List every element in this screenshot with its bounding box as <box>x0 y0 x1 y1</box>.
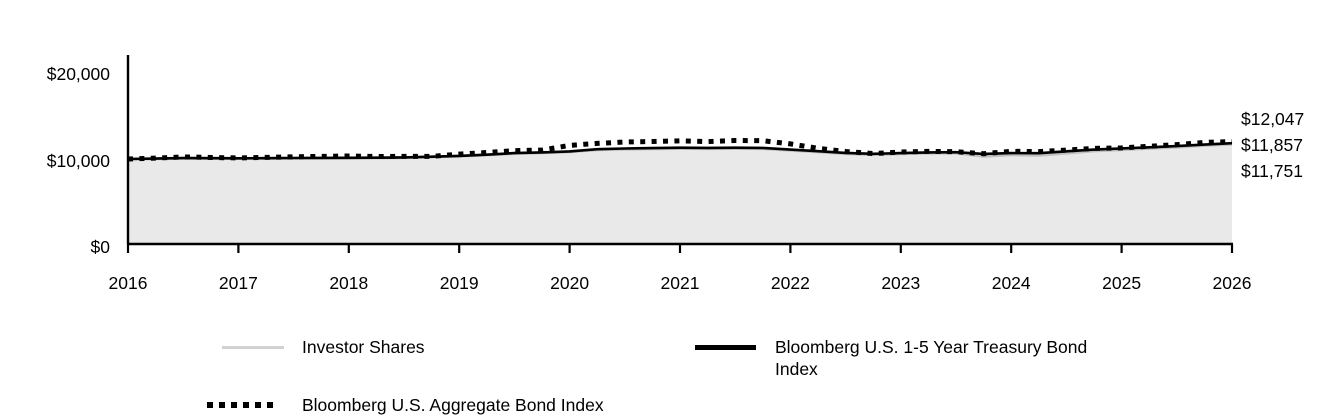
x-axis-label-2025: 2025 <box>1102 273 1142 293</box>
legend-item-treasury-index: Bloomberg U.S. 1-5 Year Treasury Bond In… <box>695 336 1110 380</box>
x-axis-label-2021: 2021 <box>660 273 700 293</box>
treasury-index-line-swatch <box>695 345 756 350</box>
x-axis-label-2023: 2023 <box>881 273 921 293</box>
y-axis-label-20000: $20,000 <box>46 64 110 84</box>
legend-item-investor-shares: Investor Shares <box>222 336 425 358</box>
x-axis-label-2017: 2017 <box>218 273 258 293</box>
end-label-investor-shares: $11,751 <box>1241 161 1303 181</box>
investor-shares-line-swatch <box>222 346 284 349</box>
legend-label-aggregate-index: Bloomberg U.S. Aggregate Bond Index <box>302 395 604 415</box>
x-axis-label-2016: 2016 <box>108 273 148 293</box>
aggregate-index-line-swatch <box>207 402 279 408</box>
x-axis-label-2019: 2019 <box>439 273 479 293</box>
end-label-treasury-index: $11,857 <box>1241 135 1303 155</box>
end-label-aggregate-index: $12,047 <box>1241 109 1305 129</box>
x-axis-label-2024: 2024 <box>991 273 1031 293</box>
area-fill-investor-shares <box>128 144 1232 244</box>
x-axis-label-2022: 2022 <box>770 273 810 293</box>
series-line-bloomberg-u-s-aggregate-bond-index <box>127 138 1233 162</box>
x-axis-label-2018: 2018 <box>329 273 369 293</box>
y-axis-label-0: $0 <box>90 237 110 257</box>
y-axis-label-10000: $10,000 <box>46 151 110 171</box>
legend-label-investor-shares: Investor Shares <box>302 337 425 357</box>
legend-item-aggregate-index: Bloomberg U.S. Aggregate Bond Index <box>207 394 604 416</box>
x-axis-label-2026: 2026 <box>1212 273 1252 293</box>
legend-label-treasury-index: Bloomberg U.S. 1-5 Year Treasury Bond In… <box>775 337 1088 379</box>
x-axis-label-2020: 2020 <box>550 273 590 293</box>
